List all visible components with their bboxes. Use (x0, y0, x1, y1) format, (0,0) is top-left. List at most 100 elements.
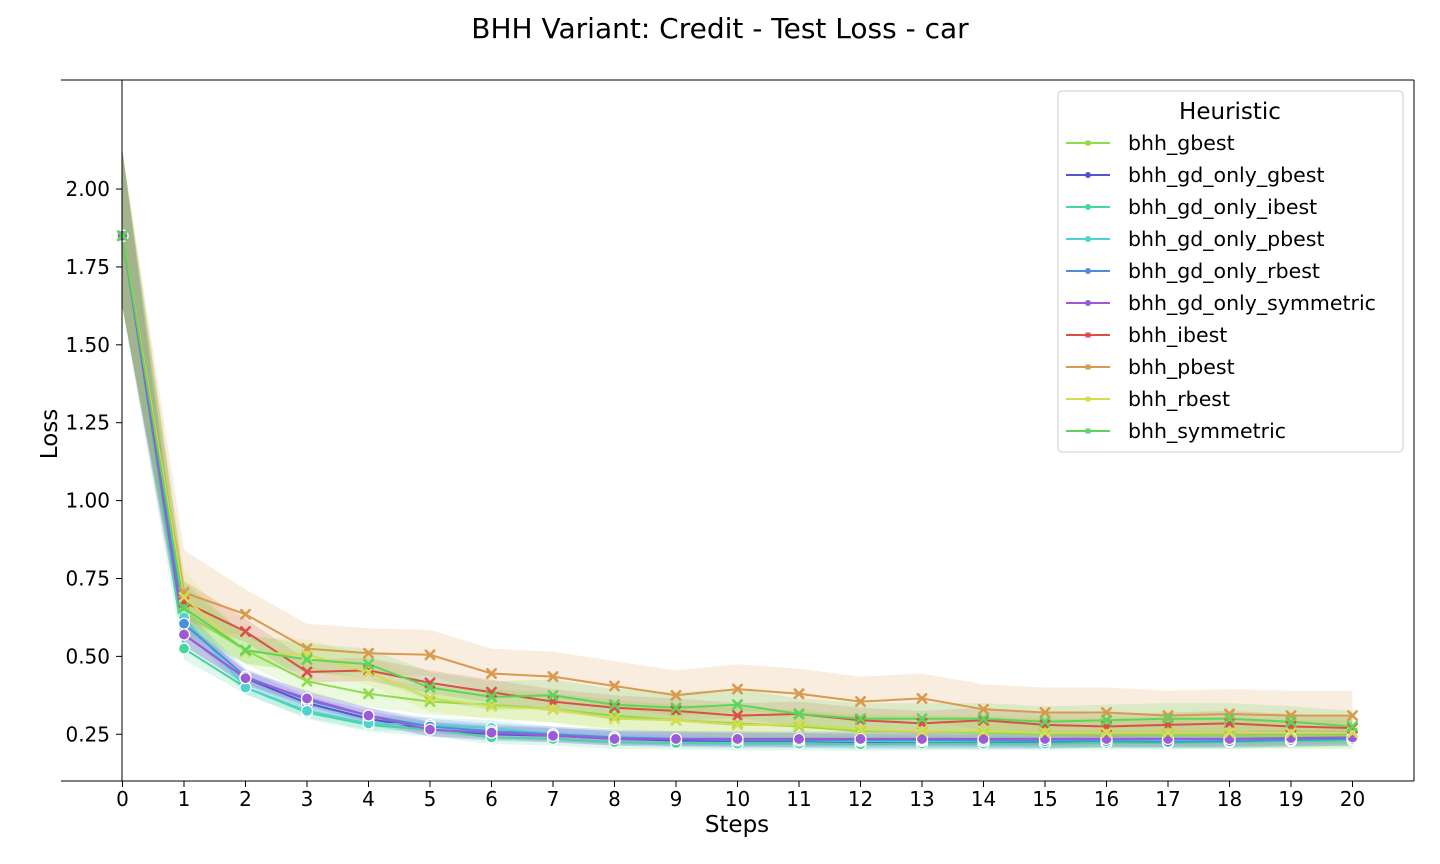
point-bhh_rbest (855, 724, 866, 736)
point-bhh_symmetric (1162, 713, 1174, 725)
point-bhh_pbest (1039, 706, 1051, 718)
point-bhh_rbest (732, 719, 743, 731)
point-bhh_symmetric (732, 699, 743, 711)
point-bhh_gd_only_symmetric (423, 723, 437, 736)
point-bhh_gd_only_symmetric (854, 732, 867, 746)
y-tick-label: 0.75 (65, 566, 110, 590)
point-bhh_pbest (1101, 706, 1112, 718)
point-bhh_pbest (240, 608, 251, 620)
x-tick-label: 3 (301, 787, 314, 811)
point-bhh_pbest (424, 649, 436, 661)
point-bhh_pbest (793, 688, 805, 700)
x-tick-label: 12 (848, 787, 873, 811)
point-bhh_pbest (1347, 710, 1358, 722)
point-bhh_symmetric (486, 691, 497, 703)
x-tick-label: 0 (116, 787, 129, 811)
legend-label-bhh_pbest: bhh_pbest (1128, 355, 1235, 380)
point-bhh_symmetric (916, 713, 928, 725)
point-bhh_gd_only_symmetric (731, 732, 744, 746)
point-bhh_symmetric (240, 644, 251, 656)
x-tick-label: 5 (424, 787, 437, 811)
point-bhh_pbest (486, 668, 497, 680)
point-bhh_ibest (240, 625, 251, 637)
point-bhh_gd_only_symmetric (239, 672, 252, 685)
point-bhh_gd_only_symmetric (300, 692, 314, 705)
point-bhh_pbest (547, 671, 559, 683)
point-bhh_gd_only_symmetric (915, 732, 929, 746)
point-bhh_pbest (855, 696, 866, 708)
chart-title: BHH Variant: Credit - Test Loss - car (471, 12, 969, 45)
point-bhh_pbest (916, 692, 928, 704)
point-bhh_pbest (670, 689, 682, 701)
point-bhh_symmetric (178, 602, 190, 614)
x-tick-label: 9 (670, 787, 683, 811)
x-tick-label: 7 (547, 787, 560, 811)
x-ticks: 0 1 2 3 4 5 6 7 8 9 10 11 12 13 14 15 16 17 18 19 20 (116, 781, 1365, 811)
x-tick-label: 20 (1340, 787, 1365, 811)
legend-marker-bhh_ibest (1085, 332, 1091, 338)
point-bhh_symmetric (363, 658, 374, 670)
point-bhh_rbest (670, 714, 682, 726)
point-bhh_gd_only_pbest (300, 704, 314, 718)
point-bhh_pbest (732, 683, 743, 695)
x-tick-label: 10 (725, 787, 750, 811)
point-bhh_rbest (609, 713, 620, 725)
x-tick-label: 18 (1217, 787, 1242, 811)
point-bhh_symmetric (670, 702, 682, 714)
point-bhh_symmetric (547, 689, 559, 701)
point-bhh_symmetric (978, 713, 989, 725)
point-bhh_pbest (978, 703, 989, 715)
y-tick-label: 1.50 (65, 333, 110, 357)
x-tick-label: 11 (786, 787, 811, 811)
x-tick-label: 2 (239, 787, 252, 811)
x-tick-label: 16 (1094, 787, 1119, 811)
legend-label-bhh_rbest: bhh_rbest (1128, 387, 1230, 412)
point-bhh_symmetric (1039, 716, 1051, 728)
point-bhh_rbest (1285, 727, 1297, 739)
x-tick-label: 14 (971, 787, 996, 811)
x-tick-label: 8 (608, 787, 621, 811)
legend-box (1057, 90, 1404, 453)
point-bhh_pbest (363, 647, 374, 659)
x-tick-label: 13 (909, 787, 934, 811)
y-tick-label: 1.00 (65, 489, 110, 513)
point-bhh_rbest (916, 725, 928, 737)
legend-marker-bhh_rbest (1085, 396, 1091, 402)
point-bhh_rbest (1162, 727, 1174, 739)
point-bhh_gd_only_symmetric (792, 732, 806, 746)
point-bhh_gd_only_symmetric (177, 628, 191, 641)
point-bhh_symmetric (609, 699, 620, 711)
legend-title: Heuristic (1179, 99, 1281, 125)
x-axis-label: Steps (705, 812, 769, 838)
legend-marker-bhh_symmetric (1085, 428, 1091, 434)
y-ticks: 0.25 0.50 0.75 1.00 1.25 1.50 1.75 2.00 (65, 177, 122, 746)
y-tick-label: 0.25 (65, 722, 110, 746)
x-tick-label: 4 (362, 787, 375, 811)
legend-marker-bhh_pbest (1085, 364, 1091, 370)
y-tick-label: 1.25 (65, 411, 110, 435)
point-bhh_symmetric (1224, 713, 1235, 725)
point-bhh_rbest (1101, 727, 1112, 739)
point-bhh_gbest (424, 696, 436, 708)
point-bhh_symmetric (1285, 716, 1297, 728)
legend-label-bhh_gd_only_pbest: bhh_gd_only_pbest (1128, 227, 1325, 252)
x-tick-label: 1 (178, 787, 191, 811)
legend-label-bhh_gd_only_symmetric: bhh_gd_only_symmetric (1128, 291, 1376, 316)
legend-label-bhh_gd_only_gbest: bhh_gd_only_gbest (1128, 163, 1325, 188)
point-bhh_rbest (1224, 727, 1235, 739)
x-tick-label: 17 (1155, 787, 1180, 811)
point-bhh_gd_only_symmetric (977, 732, 990, 746)
point-bhh_gd_only_symmetric (546, 729, 560, 742)
legend-marker-bhh_gd_only_ibest (1085, 204, 1091, 210)
point-bhh_gbest (363, 688, 374, 700)
point-bhh_gd_only_ibest (177, 642, 191, 655)
legend-label-bhh_gd_only_rbest: bhh_gd_only_rbest (1128, 259, 1320, 284)
point-bhh_ibest (732, 710, 743, 722)
point-bhh_symmetric (855, 713, 866, 725)
x-tick-label: 15 (1032, 787, 1057, 811)
y-tick-label: 2.00 (65, 177, 110, 201)
legend-marker-bhh_gd_only_rbest (1085, 268, 1091, 274)
point-bhh_ibest (301, 666, 313, 678)
point-bhh_rbest (547, 703, 559, 715)
